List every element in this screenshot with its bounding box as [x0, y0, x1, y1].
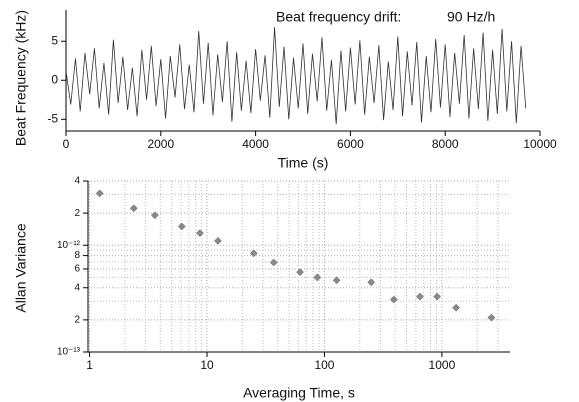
data-point [151, 211, 159, 220]
x-tick-label: 0 [63, 137, 70, 151]
x-tick-label: 10 [200, 358, 214, 372]
x-tick-label: 2000 [147, 137, 174, 151]
y-axis-label: Beat Frequency (kHz) [13, 10, 29, 146]
y-tick-label: 5 [51, 33, 58, 47]
y-tick-label: -5 [47, 111, 58, 125]
data-point [313, 273, 322, 282]
y-tick-label: 10⁻¹² [57, 240, 81, 251]
x-tick-label: 8000 [432, 137, 459, 151]
data-point [214, 236, 222, 245]
data-point [269, 258, 278, 267]
x-tick-label: 6000 [337, 137, 364, 151]
data-point [390, 295, 398, 304]
data-point [367, 278, 376, 287]
x-axis-label: Time (s) [278, 155, 329, 171]
data-point [487, 313, 496, 322]
data-point [249, 249, 258, 258]
x-tick-label: 4000 [242, 137, 269, 151]
data-point [416, 292, 424, 301]
y-tick-label: 2 [74, 208, 80, 219]
data-point [332, 276, 341, 285]
data-point [177, 222, 186, 231]
annotation: 90 Hz/h [447, 9, 495, 25]
data-point [129, 204, 138, 213]
y-tick-label: 8 [74, 250, 80, 261]
data-point [452, 303, 460, 312]
data-line [65, 27, 527, 125]
y-tick-label: 2 [74, 315, 80, 326]
x-tick-label: 1 [86, 358, 93, 372]
data-point [433, 292, 441, 301]
y-tick-label: 10⁻¹³ [57, 347, 81, 358]
y-axis-label: Allan Variance [13, 223, 29, 312]
annotation: Beat frequency drift: [276, 9, 401, 25]
y-tick-label: 4 [74, 282, 80, 293]
y-tick-label: 4 [74, 176, 80, 187]
data-point [196, 229, 204, 237]
y-tick-label: 6 [74, 264, 80, 275]
data-point [95, 189, 104, 198]
data-point [296, 268, 304, 276]
x-axis-label: Averaging Time, s [243, 385, 355, 401]
x-tick-label: 10000 [523, 137, 557, 151]
x-tick-label: 100 [314, 358, 334, 372]
y-tick-label: 0 [51, 72, 58, 86]
x-tick-label: 1000 [429, 358, 456, 372]
